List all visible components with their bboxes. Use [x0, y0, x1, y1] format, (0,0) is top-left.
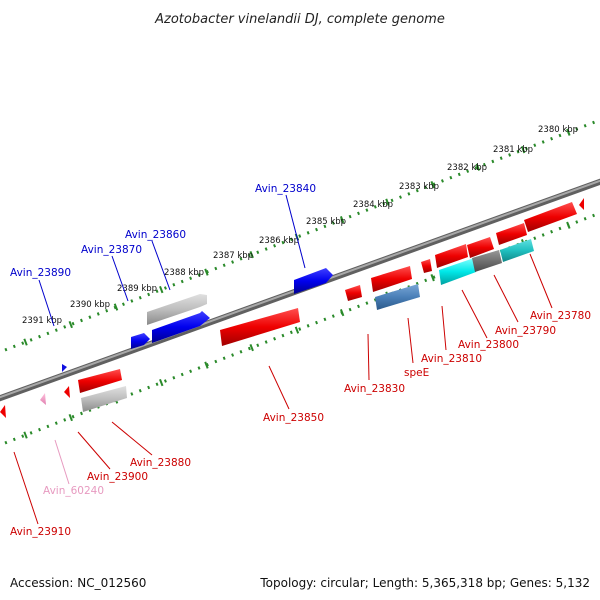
- gene-arrow-blue[interactable]: [294, 268, 333, 294]
- reverse-genes: [0, 198, 584, 418]
- major-tick: [204, 361, 209, 369]
- kbp-label: 2385 kbp: [306, 217, 346, 227]
- leader-line: [407, 317, 414, 364]
- major-tick: [520, 146, 526, 154]
- gene-arrow-blue-small[interactable]: [62, 364, 67, 372]
- gene-label[interactable]: Avin_23780: [530, 310, 591, 322]
- leader-line: [529, 253, 553, 309]
- major-tick: [23, 431, 28, 439]
- kbp-label: 2387 kbp: [213, 251, 253, 261]
- gene-label[interactable]: Avin_23880: [130, 457, 191, 469]
- gene-label[interactable]: Avin_23910: [10, 526, 71, 538]
- kbp-labels: 2380 kbp 2381 kbp 2382 kbp 2383 kbp 2384…: [22, 125, 578, 326]
- gene-label[interactable]: Avin_23890: [10, 267, 71, 279]
- kbp-label: 2383 kbp: [399, 182, 439, 192]
- major-tick: [68, 413, 73, 422]
- leader-line: [77, 431, 111, 470]
- gene-arrow-red[interactable]: [467, 237, 494, 258]
- kbp-label: 2388 kbp: [164, 268, 204, 278]
- gene-arrow-red-small[interactable]: [0, 405, 6, 418]
- leader-line: [151, 240, 171, 291]
- kbp-label: 2381 kbp: [493, 145, 533, 155]
- kbp-label: 2389 kbp: [117, 284, 157, 294]
- gene-arrow-dark[interactable]: [472, 250, 502, 272]
- forward-tick-line: [4, 118, 600, 352]
- forward-genes: [62, 268, 333, 372]
- gene-arrow-blue[interactable]: [131, 333, 150, 349]
- major-tick: [113, 303, 119, 311]
- leader-line: [285, 194, 306, 269]
- major-tick: [566, 221, 571, 229]
- major-tick: [566, 128, 571, 136]
- gene-arrow-red[interactable]: [371, 266, 412, 292]
- gene-arrow-gray[interactable]: [147, 294, 207, 325]
- major-tick: [204, 268, 209, 276]
- gene-arrow-blue[interactable]: [152, 311, 210, 343]
- gene-labels: Avin_23840 Avin_23860 Avin_23870 Avin_23…: [10, 183, 591, 538]
- gene-arrow-red[interactable]: [220, 308, 300, 346]
- leader-line: [38, 279, 55, 327]
- gene-arrow-red[interactable]: [524, 202, 577, 232]
- gene-label[interactable]: Avin_23850: [263, 412, 324, 424]
- major-tick: [294, 326, 300, 334]
- gene-arrow-steel[interactable]: [375, 284, 420, 310]
- leader-line: [111, 421, 153, 456]
- gene-label[interactable]: Avin_23870: [81, 244, 142, 256]
- leader-line: [111, 255, 129, 302]
- gene-arrow-red[interactable]: [345, 285, 362, 301]
- leader-line: [268, 365, 290, 410]
- gene-arrow-red-small[interactable]: [579, 198, 584, 210]
- gene-arrow-red-small[interactable]: [64, 386, 70, 398]
- major-tick: [385, 198, 390, 206]
- major-tick: [475, 163, 481, 171]
- gene-arrow-red[interactable]: [78, 369, 122, 393]
- kbp-label: 2384 kbp: [353, 200, 393, 210]
- major-tick: [249, 344, 254, 352]
- topology-text: Topology: circular; Length: 5,365,318 bp…: [260, 576, 590, 590]
- major-tick: [430, 181, 435, 189]
- kbp-label: 2391 kbp: [22, 316, 62, 326]
- gene-label[interactable]: Avin_23900: [87, 471, 148, 483]
- gene-label[interactable]: speE: [404, 367, 429, 379]
- major-tick: [430, 274, 435, 282]
- major-tick: [339, 216, 345, 224]
- kbp-label: 2382 kbp: [447, 163, 487, 173]
- leader-line: [441, 305, 447, 351]
- kbp-label: 2390 kbp: [70, 300, 110, 310]
- kbp-label: 2386 kbp: [259, 236, 299, 246]
- gene-arrow-pink[interactable]: [40, 393, 46, 405]
- gene-label[interactable]: Avin_23810: [421, 353, 482, 365]
- gene-arrow-red[interactable]: [435, 244, 468, 268]
- major-tick: [159, 378, 164, 387]
- gene-label[interactable]: Avin_23840: [255, 183, 316, 195]
- gene-arrow-cyan[interactable]: [439, 258, 476, 285]
- major-tick: [339, 309, 345, 317]
- gene-arrow-red[interactable]: [421, 259, 432, 273]
- major-tick: [159, 285, 164, 294]
- leader-lines: [13, 194, 553, 525]
- gene-arrow-gray[interactable]: [81, 386, 127, 412]
- leader-line: [461, 289, 488, 339]
- accession-text: Accession: NC_012560: [10, 576, 147, 590]
- major-tick: [23, 338, 28, 346]
- gene-arrow-teal[interactable]: [500, 239, 534, 262]
- gene-arrow-red[interactable]: [496, 223, 527, 245]
- gene-label[interactable]: Avin_23800: [458, 339, 519, 351]
- kbp-label: 2380 kbp: [538, 125, 578, 135]
- gene-label[interactable]: Avin_23830: [344, 383, 405, 395]
- leader-line: [13, 451, 39, 525]
- major-tick: [249, 251, 254, 259]
- leader-line: [54, 439, 70, 485]
- gene-label[interactable]: Avin_23790: [495, 325, 556, 337]
- map-title: Azotobacter vinelandii DJ, complete geno…: [154, 12, 445, 27]
- gene-label[interactable]: Avin_23860: [125, 229, 186, 241]
- major-tick: [68, 320, 73, 329]
- gene-label[interactable]: Avin_60240: [43, 485, 104, 497]
- leader-line: [367, 333, 370, 381]
- leader-line: [493, 274, 519, 323]
